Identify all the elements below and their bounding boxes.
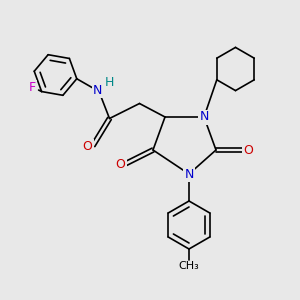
Text: F: F bbox=[29, 80, 36, 94]
Text: H: H bbox=[105, 76, 114, 89]
Text: O: O bbox=[244, 143, 253, 157]
Text: N: N bbox=[93, 83, 102, 97]
Text: CH₃: CH₃ bbox=[178, 261, 200, 272]
Text: O: O bbox=[116, 158, 125, 172]
Text: O: O bbox=[83, 140, 92, 154]
Text: N: N bbox=[199, 110, 209, 124]
Text: N: N bbox=[184, 167, 194, 181]
